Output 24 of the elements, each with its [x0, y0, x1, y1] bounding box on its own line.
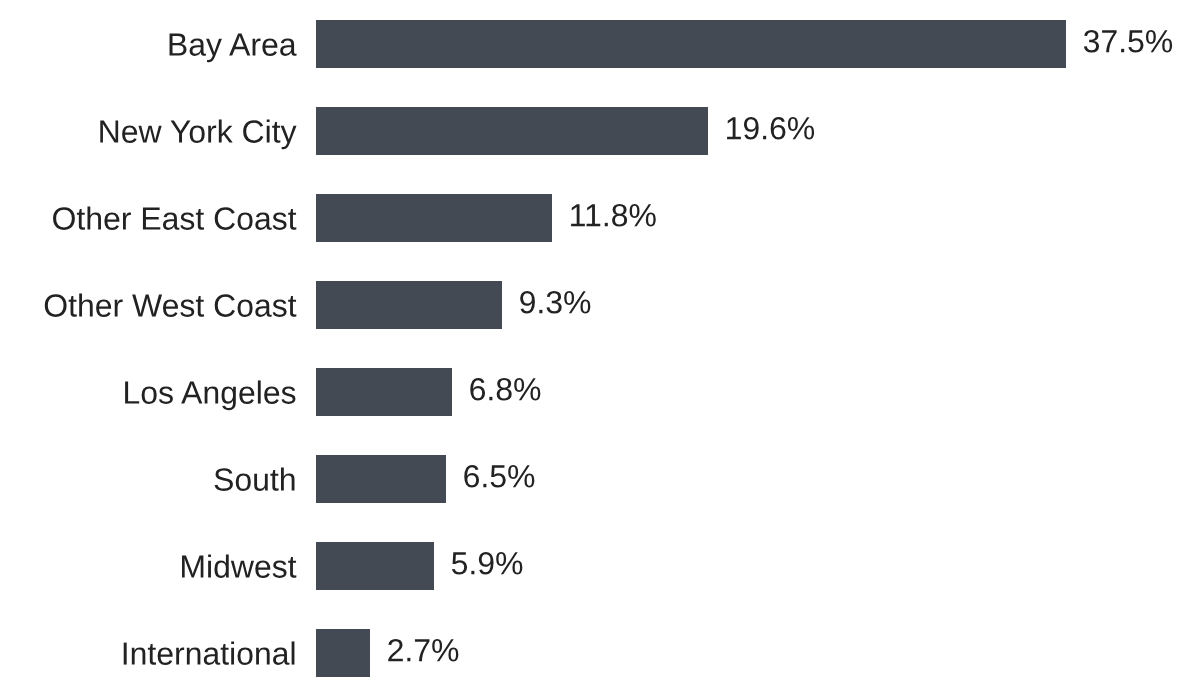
bar	[316, 281, 502, 329]
y-tick-label: Other East Coast	[53, 206, 297, 230]
bar	[316, 542, 434, 590]
bar	[316, 107, 708, 155]
bar	[316, 194, 552, 242]
data-label: 19.6%	[727, 116, 815, 140]
y-tick-label: Bay Area	[169, 33, 297, 63]
data-label: 9.3%	[520, 290, 591, 314]
bar	[316, 368, 452, 416]
bar	[316, 455, 446, 503]
data-label: 37.5%	[1083, 29, 1173, 53]
bar	[316, 20, 1066, 68]
y-tick-label: Midwest	[182, 554, 297, 578]
data-label: 2.7%	[388, 638, 459, 662]
y-tick-label: South	[214, 467, 295, 491]
y-tick-label: Los Angeles	[125, 380, 296, 411]
y-tick-label: Other West Coast	[44, 293, 297, 317]
data-label: 6.8%	[470, 377, 541, 401]
data-label: 5.9%	[451, 551, 523, 575]
y-tick-label: International	[123, 641, 295, 665]
bar	[316, 629, 370, 677]
data-label: 11.8%	[571, 203, 656, 227]
y-tick-label: New York City	[100, 119, 297, 150]
data-label: 6.5%	[464, 464, 535, 488]
